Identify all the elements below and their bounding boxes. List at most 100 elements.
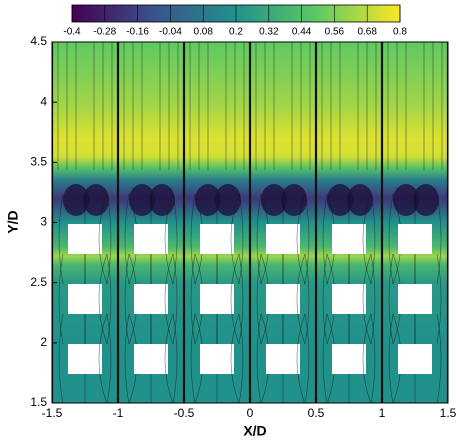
streamline <box>190 193 196 285</box>
streamline <box>322 253 328 345</box>
streamline <box>322 193 328 285</box>
colorbar-tick-label: -0.28 <box>93 27 116 38</box>
y-tick-label: 3.5 <box>30 155 47 169</box>
obstacle <box>332 344 366 374</box>
streamline <box>436 253 442 345</box>
streamline <box>238 193 244 285</box>
obstacle <box>332 224 366 254</box>
streamline <box>388 253 394 345</box>
y-tick-label: 2 <box>40 335 47 349</box>
vortex <box>413 184 439 216</box>
streamline <box>370 313 376 403</box>
colorbar-tick-label: 0.8 <box>393 27 407 38</box>
streamline <box>164 253 174 345</box>
streamline <box>436 193 442 285</box>
streamline <box>322 313 328 403</box>
y-tick-label: 4.5 <box>30 34 47 48</box>
streamline <box>172 313 178 403</box>
streamline <box>106 313 112 403</box>
colorbar-tick-label: 0.2 <box>229 27 243 38</box>
colorbar-tick-label: 0.44 <box>292 27 312 38</box>
obstacle <box>266 344 300 374</box>
streamline <box>362 253 372 345</box>
obstacle <box>200 224 234 254</box>
streamline <box>98 313 108 403</box>
streamline <box>296 313 306 403</box>
x-axis-title: X/D <box>243 423 266 439</box>
streamline <box>124 193 130 285</box>
obstacle <box>398 344 432 374</box>
y-tick-label: 1.5 <box>30 395 47 409</box>
streamline <box>304 253 310 345</box>
obstacle <box>68 284 102 314</box>
colorbar-tick-label: 0.56 <box>325 27 345 38</box>
obstacle <box>68 224 102 254</box>
streamline <box>296 193 306 285</box>
streamline <box>304 313 310 403</box>
streamline <box>388 193 394 285</box>
y-axis-title: Y/D <box>5 210 21 233</box>
obstacle <box>200 284 234 314</box>
y-tick-label: 2.5 <box>30 275 47 289</box>
vortex <box>63 184 89 216</box>
streamline <box>98 253 108 345</box>
streamline <box>98 193 108 285</box>
x-tick-label: -1 <box>113 406 124 420</box>
streamline <box>106 193 112 285</box>
streamline <box>58 313 64 403</box>
streamline <box>124 313 130 403</box>
x-tick-label: 1.5 <box>440 406 457 420</box>
obstacle <box>398 284 432 314</box>
colorbar-tick-label: 0.08 <box>193 27 213 38</box>
vortex <box>261 184 287 216</box>
obstacle <box>134 344 168 374</box>
streamline <box>164 313 174 403</box>
streamline <box>33 254 41 344</box>
obstacle <box>398 224 432 254</box>
streamline <box>58 253 64 345</box>
streamline <box>230 253 240 345</box>
streamline <box>256 313 262 403</box>
streamline <box>388 313 394 403</box>
obstacle <box>134 284 168 314</box>
vortex <box>327 184 353 216</box>
obstacle <box>134 224 168 254</box>
streamline <box>370 193 376 285</box>
streamline <box>33 194 41 284</box>
streamline <box>190 313 196 403</box>
streamline <box>33 314 41 404</box>
obstacle <box>200 344 234 374</box>
streamline <box>296 253 306 345</box>
streamline <box>124 253 130 345</box>
vortex <box>195 184 221 216</box>
streamline <box>58 193 64 285</box>
streamline <box>238 313 244 403</box>
x-tick-label: -0.5 <box>174 406 195 420</box>
streamline <box>362 193 372 285</box>
streamline <box>256 253 262 345</box>
colorbar-tick-label: -0.4 <box>63 27 81 38</box>
streamline <box>230 193 240 285</box>
streamline <box>172 193 178 285</box>
x-tick-label: 1 <box>379 406 386 420</box>
obstacle <box>266 224 300 254</box>
x-tick-label: 0 <box>247 406 254 420</box>
y-tick-label: 4 <box>40 94 47 108</box>
colorbar-tick-label: 0.68 <box>357 27 377 38</box>
obstacle <box>68 344 102 374</box>
plot-area <box>33 42 448 404</box>
streamline <box>436 313 442 403</box>
streamline <box>230 313 240 403</box>
streamline <box>172 253 178 345</box>
streamline <box>164 193 174 285</box>
streamline <box>190 253 196 345</box>
colorbar-tick-label: -0.16 <box>126 27 149 38</box>
streamline <box>106 253 112 345</box>
vortex <box>393 184 419 216</box>
obstacle <box>266 284 300 314</box>
x-tick-label: -1.5 <box>42 406 63 420</box>
vortex <box>129 184 155 216</box>
obstacle <box>332 284 366 314</box>
x-tick-label: 0.5 <box>308 406 325 420</box>
